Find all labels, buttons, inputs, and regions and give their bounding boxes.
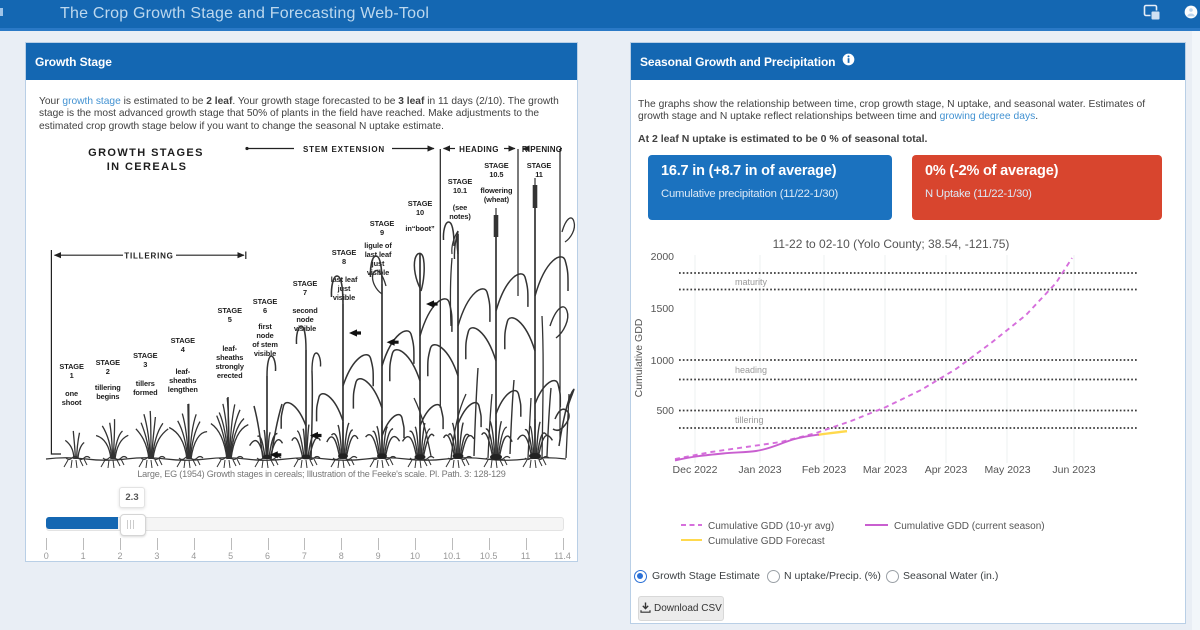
svg-text:(wheat): (wheat)	[484, 195, 510, 204]
svg-text:STAGE: STAGE	[96, 358, 121, 367]
svg-text:notes): notes)	[449, 212, 471, 221]
svg-text:500: 500	[656, 405, 674, 417]
svg-text:2: 2	[106, 367, 110, 376]
svg-text:6: 6	[263, 306, 267, 315]
svg-text:shoot: shoot	[62, 398, 82, 407]
svg-text:visible: visible	[333, 293, 355, 302]
svg-text:STAGE: STAGE	[484, 161, 509, 170]
svg-text:1500: 1500	[651, 303, 675, 315]
svg-text:1000: 1000	[651, 355, 675, 367]
svg-text:IN CEREALS: IN CEREALS	[107, 161, 188, 173]
svg-text:STAGE: STAGE	[448, 177, 473, 186]
svg-text:sheaths: sheaths	[216, 353, 243, 362]
svg-text:10.5: 10.5	[489, 170, 503, 179]
svg-text:tillering: tillering	[95, 383, 121, 392]
svg-text:of stem: of stem	[252, 340, 278, 349]
svg-text:Dec 2022: Dec 2022	[673, 464, 718, 476]
svg-text:11-22 to 02-10 (Yolo County; 3: 11-22 to 02-10 (Yolo County; 38.54, -121…	[773, 237, 1010, 251]
svg-text:erected: erected	[217, 371, 243, 380]
svg-text:STAGE: STAGE	[59, 362, 84, 371]
svg-text:in“boot”: in“boot”	[405, 224, 435, 233]
svg-text:STAGE: STAGE	[332, 248, 357, 257]
svg-text:last leaf: last leaf	[331, 275, 358, 284]
svg-text:second: second	[292, 306, 318, 315]
svg-text:lengthen: lengthen	[168, 385, 199, 394]
svg-text:May 2023: May 2023	[984, 464, 1030, 476]
svg-text:TILLERING: TILLERING	[124, 252, 173, 261]
svg-text:STAGE: STAGE	[527, 161, 552, 170]
svg-text:9: 9	[380, 228, 384, 237]
svg-text:heading: heading	[735, 365, 767, 375]
svg-text:8: 8	[342, 257, 346, 266]
svg-text:Cumulative GDD (10-yr avg): Cumulative GDD (10-yr avg)	[708, 521, 834, 532]
svg-text:begins: begins	[96, 392, 119, 401]
svg-text:STAGE: STAGE	[171, 336, 196, 345]
svg-text:sheaths: sheaths	[169, 376, 196, 385]
svg-text:STAGE: STAGE	[408, 199, 433, 208]
svg-text:STAGE: STAGE	[293, 279, 318, 288]
svg-text:7: 7	[303, 288, 307, 297]
svg-text:STEM EXTENSION: STEM EXTENSION	[303, 145, 385, 154]
svg-text:3: 3	[143, 360, 147, 369]
svg-text:2000: 2000	[651, 251, 675, 263]
svg-text:last leaf: last leaf	[365, 250, 392, 259]
svg-text:Apr 2023: Apr 2023	[925, 464, 968, 476]
svg-text:leaf-: leaf-	[175, 367, 190, 376]
svg-text:tillering: tillering	[735, 415, 764, 425]
svg-text:STAGE: STAGE	[253, 297, 278, 306]
svg-text:ligule of: ligule of	[364, 241, 392, 250]
svg-text:Cumulative GDD (current season: Cumulative GDD (current season)	[894, 521, 1045, 532]
svg-text:flowering: flowering	[480, 186, 513, 195]
svg-text:Cumulative GDD Forecast: Cumulative GDD Forecast	[708, 536, 825, 544]
svg-text:formed: formed	[133, 388, 158, 397]
svg-text:Jun 2023: Jun 2023	[1052, 464, 1095, 476]
svg-text:leaf-: leaf-	[222, 344, 237, 353]
svg-text:GROWTH STAGES: GROWTH STAGES	[88, 147, 204, 159]
svg-text:just: just	[337, 284, 351, 293]
svg-text:(see: (see	[453, 203, 467, 212]
svg-text:Jan 2023: Jan 2023	[738, 464, 781, 476]
svg-text:1: 1	[70, 371, 74, 380]
svg-text:10.1: 10.1	[453, 186, 467, 195]
svg-text:one: one	[65, 389, 78, 398]
svg-text:HEADING: HEADING	[459, 145, 499, 154]
svg-text:tillers: tillers	[136, 379, 155, 388]
svg-text:Mar 2023: Mar 2023	[863, 464, 908, 476]
svg-text:visible: visible	[254, 349, 276, 358]
svg-text:strongly: strongly	[216, 362, 245, 371]
svg-text:5: 5	[228, 315, 232, 324]
svg-text:STAGE: STAGE	[217, 306, 242, 315]
svg-text:node: node	[296, 315, 313, 324]
svg-text:Cumulative GDD: Cumulative GDD	[633, 318, 645, 397]
svg-text:Feb 2023: Feb 2023	[802, 464, 847, 476]
svg-text:11: 11	[535, 170, 543, 179]
svg-text:10: 10	[416, 208, 424, 217]
svg-text:first: first	[258, 322, 272, 331]
svg-text:maturity: maturity	[735, 277, 768, 287]
svg-text:visible: visible	[294, 324, 316, 333]
svg-text:visible: visible	[367, 268, 389, 277]
svg-text:just: just	[371, 259, 385, 268]
svg-text:4: 4	[181, 345, 186, 354]
svg-text:RIPENING: RIPENING	[522, 145, 562, 154]
svg-text:STAGE: STAGE	[133, 351, 158, 360]
svg-text:node: node	[256, 331, 273, 340]
svg-text:STAGE: STAGE	[370, 219, 395, 228]
